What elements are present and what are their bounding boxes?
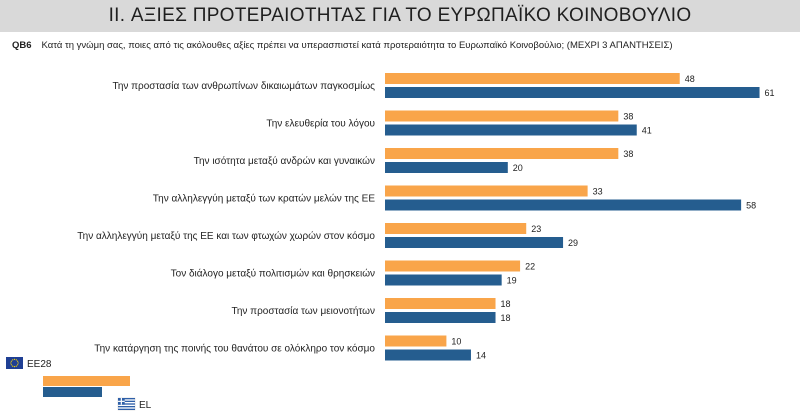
- value-label-el: 41: [642, 126, 652, 136]
- bar-eu28: [385, 185, 588, 197]
- eu-flag-star: [13, 358, 16, 360]
- bar-el: [385, 237, 564, 248]
- eu-flag-icon: [6, 357, 23, 369]
- eu-flag-star: [17, 362, 19, 364]
- page-title: II. ΑΞΙΕΣ ΠΡΟΤΕΡΑΙΟΤΗΤΑΣ ΓΙΑ ΤΟ ΕΥΡΩΠΑΪΚ…: [0, 0, 800, 32]
- bar-el: [385, 199, 742, 211]
- legend-label-el: EL: [139, 400, 152, 411]
- value-label-eu28: 33: [593, 187, 603, 197]
- value-label-eu28: 23: [531, 224, 541, 234]
- value-label-el: 14: [476, 351, 486, 361]
- eu-flag-star: [17, 360, 19, 362]
- category-label: Την προστασία των ανθρωπίνων δικαιωμάτων…: [112, 80, 375, 92]
- value-label-el: 29: [568, 238, 578, 248]
- category-label: Την αλληλεγγύη μεταξύ των κρατών μελών τ…: [153, 193, 376, 205]
- eu-flag-star: [10, 364, 12, 366]
- greece-flag-stripe: [118, 400, 135, 402]
- bar-el: [385, 312, 496, 323]
- value-label-el: 20: [513, 163, 523, 173]
- eu-flag-star: [10, 360, 12, 362]
- eu-flag-star: [15, 359, 17, 361]
- bar-el: [385, 162, 508, 173]
- eu-flag-star: [12, 359, 14, 361]
- value-label-el: 19: [507, 276, 517, 286]
- category-label: Την ισότητα μεταξύ ανδρών και γυναικών: [194, 155, 375, 167]
- value-label-eu28: 38: [623, 112, 633, 122]
- value-label-eu28: 38: [623, 149, 633, 159]
- value-label-el: 58: [746, 201, 756, 211]
- bar-eu28: [385, 335, 447, 347]
- bar-el: [385, 124, 637, 136]
- bar-eu28: [385, 223, 527, 234]
- eu-flag-star: [15, 365, 17, 367]
- category-label: Την κατάργηση της ποινής του θανάτου σε …: [94, 343, 375, 355]
- value-label-el: 18: [501, 313, 511, 323]
- eu-flag-star: [12, 365, 14, 367]
- greece-flag-stripe: [118, 406, 135, 408]
- value-label-el: 61: [765, 88, 775, 98]
- category-label: Την αλληλεγγύη μεταξύ της ΕΕ και των φτω…: [77, 230, 375, 242]
- bar-eu28: [385, 148, 619, 159]
- question-text: QB6 Κατά τη γνώμη σας, ποιες από τις ακόλ…: [12, 40, 792, 51]
- eu-flag-star: [10, 362, 12, 364]
- legend-label-eu28: ΕΕ28: [27, 359, 52, 370]
- greece-flag-stripe: [118, 398, 135, 400]
- legend-swatch-el: [43, 387, 102, 397]
- question-body: Κατά τη γνώμη σας, ποιες από τις ακόλουθ…: [41, 40, 673, 51]
- greece-flag-stripe: [118, 408, 135, 410]
- category-label: Την προστασία των μειονοτήτων: [231, 305, 375, 317]
- eu-flag-star: [13, 366, 16, 368]
- question-code: QB6: [12, 40, 32, 51]
- eu-flag-star: [17, 364, 19, 366]
- value-label-eu28: 48: [685, 74, 695, 84]
- category-label: Τον διάλογο μεταξύ πολιτισμών και θρησκε…: [171, 268, 375, 280]
- value-label-eu28: 10: [451, 337, 461, 347]
- legend-swatch-eu28: [43, 376, 130, 386]
- bar-eu28: [385, 73, 680, 84]
- bar-el: [385, 87, 760, 98]
- category-label: Την ελευθερία του λόγου: [266, 118, 375, 130]
- value-label-eu28: 18: [501, 299, 511, 309]
- greece-flag-cross-h: [118, 400, 125, 402]
- bar-eu28: [385, 110, 619, 122]
- bar-eu28: [385, 298, 496, 309]
- greece-flag-stripe: [118, 403, 135, 405]
- bar-eu28: [385, 260, 521, 272]
- bar-el: [385, 274, 502, 286]
- bar-el: [385, 349, 471, 361]
- value-label-eu28: 22: [525, 262, 535, 272]
